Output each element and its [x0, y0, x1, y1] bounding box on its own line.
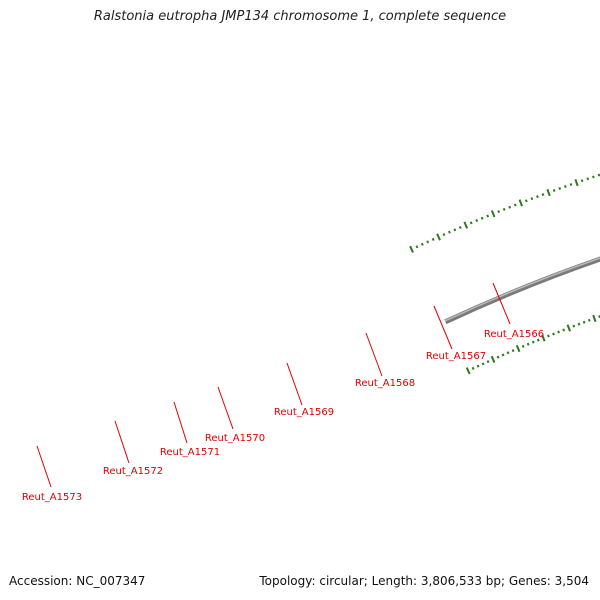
scale-tick-inner	[496, 355, 500, 359]
scale-tick-outer	[497, 210, 501, 214]
scale-tick-outer	[563, 185, 567, 188]
scale-tick-outer	[420, 242, 424, 246]
gene-label[interactable]: Reut_A1572	[103, 466, 163, 477]
map-title: Ralstonia eutropha JMP134 chromosome 1, …	[93, 9, 507, 24]
gene-leader-line	[114, 420, 130, 464]
scale-tick-inner	[526, 342, 530, 346]
scale-tick-outer	[541, 193, 545, 197]
gene-label[interactable]: Reut_A1568	[355, 378, 415, 389]
gene-leader-line	[173, 401, 188, 444]
outer-tick-ring	[409, 173, 600, 253]
scale-tick-inner	[476, 364, 480, 368]
scale-tick-inner	[511, 349, 515, 353]
scale-tick-inner	[536, 338, 540, 342]
scale-tick-inner	[582, 320, 586, 324]
gene-label[interactable]: Reut_A1570	[205, 433, 265, 444]
scale-tick-inner	[490, 355, 496, 363]
scale-tick-outer	[569, 183, 573, 187]
scale-tick-outer	[508, 205, 512, 209]
scale-tick-inner	[471, 366, 475, 370]
gene-label[interactable]: Reut_A1573	[22, 492, 82, 503]
topology-summary: Topology: circular; Length: 3,806,533 bp…	[259, 574, 589, 588]
scale-tick-inner	[465, 367, 471, 375]
scale-tick-outer	[530, 197, 534, 201]
scale-tick-outer	[580, 179, 584, 183]
scale-tick-outer	[409, 245, 414, 253]
scale-tick-inner	[521, 344, 525, 348]
scale-tick-outer	[574, 178, 579, 187]
scale-tick-inner	[566, 324, 571, 332]
gene-leader-line	[217, 386, 234, 430]
scale-tick-outer	[426, 240, 430, 244]
scale-tick-outer	[453, 228, 457, 232]
scale-tick-outer	[475, 219, 479, 223]
accession-text: Accession: NC_007347	[9, 574, 146, 588]
gene-label-layer: Reut_A1566 Reut_A1567 Reut_A1568 Reut_A1569…	[22, 282, 544, 503]
scale-tick-outer	[480, 216, 484, 220]
scale-tick-outer	[597, 173, 600, 177]
scale-tick-outer	[592, 175, 595, 179]
scale-tick-inner	[515, 344, 521, 353]
gene-leader-line	[433, 305, 453, 350]
scale-tick-outer	[442, 233, 446, 237]
scale-tick-outer	[513, 203, 517, 207]
scale-tick-outer	[546, 188, 551, 197]
scale-tick-outer	[586, 177, 590, 181]
gene-label[interactable]: Reut_A1567	[426, 351, 486, 362]
gene-leader-line	[492, 282, 511, 325]
scale-tick-inner	[541, 334, 546, 342]
scale-tick-outer	[552, 189, 556, 192]
scale-tick-outer	[524, 199, 528, 203]
scale-tick-inner	[506, 351, 510, 355]
scale-tick-inner	[577, 322, 581, 326]
scale-tick-outer	[558, 187, 562, 190]
scale-tick-outer	[463, 221, 469, 229]
inner-tick-ring	[465, 314, 600, 375]
scale-tick-inner	[572, 324, 576, 328]
scale-tick-outer	[431, 237, 435, 241]
scale-tick-outer	[486, 214, 490, 218]
scale-tick-inner	[557, 330, 560, 334]
gene-label[interactable]: Reut_A1571	[160, 447, 220, 458]
scale-tick-inner	[562, 328, 566, 332]
scale-tick-outer	[502, 207, 506, 211]
scale-tick-outer	[518, 199, 523, 207]
gene-label[interactable]: Reut_A1569	[274, 407, 334, 418]
backbone-layer	[444, 256, 600, 325]
scale-tick-outer	[436, 233, 441, 241]
gene-leader-line	[365, 332, 383, 377]
scale-tick-inner	[552, 332, 555, 336]
gene-label[interactable]: Reut_A1566	[484, 329, 544, 340]
scale-tick-outer	[448, 230, 451, 234]
scale-tick-inner	[592, 314, 597, 323]
scale-tick-outer	[490, 210, 496, 218]
scale-tick-outer	[469, 221, 473, 225]
scale-tick-inner	[501, 353, 505, 357]
scale-tick-inner	[547, 334, 550, 338]
scale-tick-inner	[531, 340, 535, 344]
gene-leader-line	[36, 445, 52, 488]
scale-tick-outer	[536, 195, 539, 199]
scale-tick-outer	[415, 245, 419, 249]
scale-tick-outer	[458, 225, 462, 229]
scale-tick-inner	[587, 318, 591, 322]
scale-tick-inner	[486, 360, 490, 364]
scale-tick-inner	[481, 362, 485, 366]
gene-leader-line	[286, 362, 303, 406]
